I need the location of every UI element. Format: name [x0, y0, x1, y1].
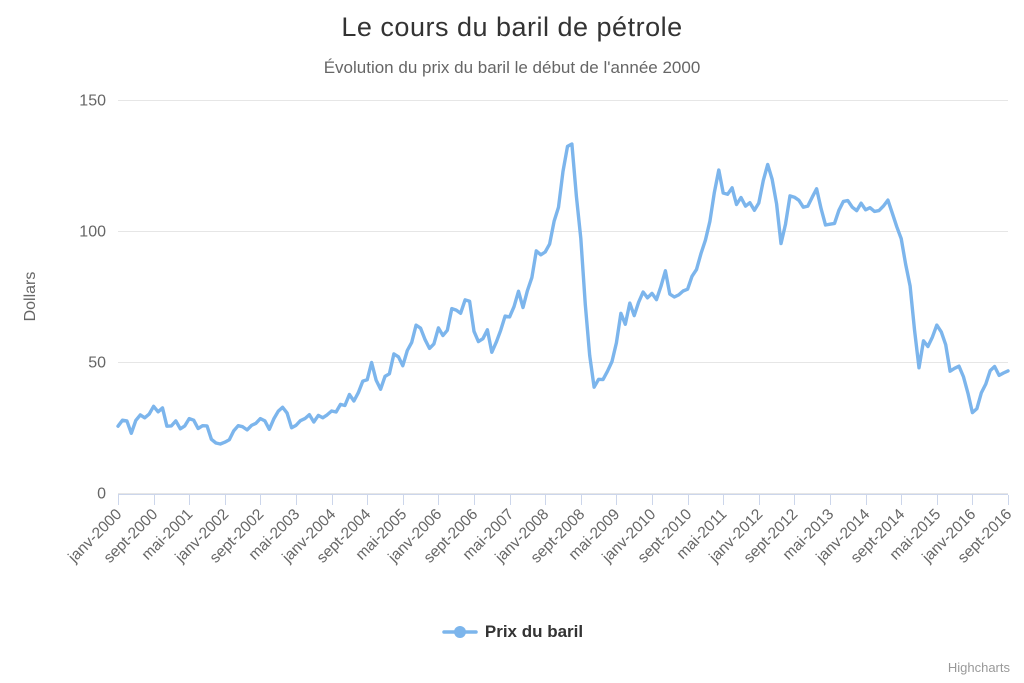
y-axis-title: Dollars	[22, 272, 39, 322]
legend-item-prix-du-baril[interactable]: Prix du baril	[0, 622, 1024, 642]
y-axis-tick-label: 0	[97, 486, 106, 503]
y-axis-tick-label: 150	[79, 93, 106, 110]
chart-title: Le cours du baril de pétrole	[341, 12, 683, 42]
chart-subtitle: Évolution du prix du baril le début de l…	[323, 58, 701, 77]
legend-label: Prix du baril	[484, 622, 584, 641]
highcharts-credits-link[interactable]: Highcharts	[947, 660, 1010, 675]
legend-marker-icon	[442, 626, 478, 638]
y-axis-tick-label: 100	[79, 224, 106, 241]
y-axis-tick-label: 50	[88, 355, 106, 372]
series-line-prix-du-baril[interactable]	[116, 142, 1010, 446]
